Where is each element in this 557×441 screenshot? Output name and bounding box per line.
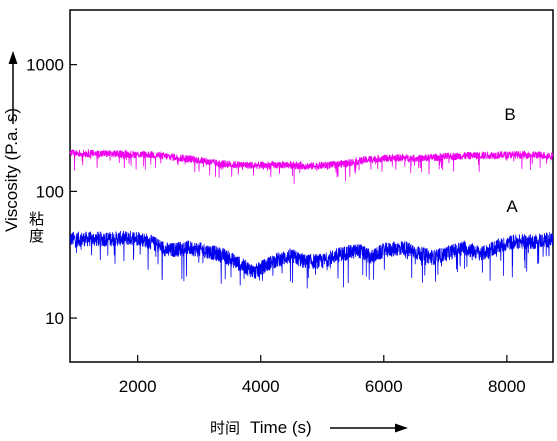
y-tick-label-1: 100 bbox=[36, 182, 64, 201]
series-label-b: B bbox=[504, 105, 515, 124]
y-axis-arrow-head bbox=[8, 51, 18, 64]
series-line-b bbox=[69, 149, 554, 184]
y-axis-label: Viscosity (P.a. s) bbox=[2, 108, 21, 232]
x-tick-label-1: 4000 bbox=[242, 377, 280, 396]
series-line-a bbox=[69, 230, 554, 289]
series-layer bbox=[69, 149, 554, 289]
x-axis-label: Time (s) bbox=[250, 418, 312, 437]
series-label-a: A bbox=[506, 197, 518, 216]
y-tick-label-2: 1000 bbox=[26, 56, 64, 75]
tick-layer: 2000 4000 6000 8000 10 100 1000 bbox=[26, 56, 526, 396]
x-tick-label-2: 6000 bbox=[365, 377, 403, 396]
y-axis-label-group: Viscosity (P.a. s) bbox=[2, 108, 21, 232]
x-axis-label-cn: 时间 bbox=[210, 419, 240, 437]
y-tick-label-0: 10 bbox=[45, 309, 64, 328]
x-tick-label-0: 2000 bbox=[119, 377, 157, 396]
plot-frame bbox=[69, 9, 554, 363]
x-axis-arrow-head bbox=[395, 423, 408, 433]
y-axis-label-cn: 粘度 bbox=[27, 211, 45, 245]
x-tick-label-3: 8000 bbox=[488, 377, 526, 396]
